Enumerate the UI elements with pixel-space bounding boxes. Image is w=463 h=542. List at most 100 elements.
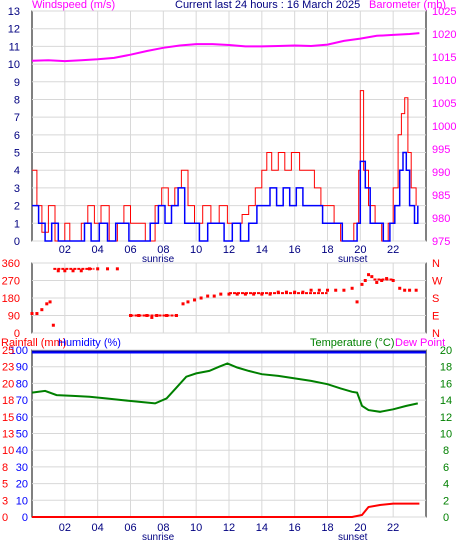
wind-y-tick-label: 12: [8, 24, 20, 36]
rain-y-tick-label: 8: [2, 462, 8, 474]
direction-point: [363, 279, 367, 282]
direction-point: [106, 267, 110, 271]
temp-y-tick-label: 4: [443, 479, 449, 491]
baro-y-tick-label: 1010: [432, 75, 456, 87]
rainfall-series-line: [32, 502, 420, 518]
direction-point: [375, 280, 379, 284]
dir-y-tick-label: 360: [2, 258, 20, 270]
wind-y-tick-label: 2: [14, 201, 20, 213]
wind-y-tick-label: 7: [14, 112, 20, 124]
baro-y-tick-label: 1020: [432, 29, 456, 41]
direction-point: [71, 269, 75, 273]
x-tick-label-top: 22: [387, 244, 399, 256]
temp-y-tick-label: 8: [443, 445, 449, 457]
wind-y-tick-label: 13: [8, 6, 20, 18]
direction-point: [30, 312, 34, 316]
baro-y-tick-label: 1015: [432, 52, 456, 64]
temp-y-tick-label: 10: [440, 429, 452, 441]
temperature-series-line: [31, 362, 419, 413]
humidity-y-tick-label: 10: [16, 495, 28, 507]
x-tick-label-top: 20: [354, 244, 366, 256]
baro-y-tick-label: 995: [432, 144, 450, 156]
baro-y-tick-label: 1005: [432, 98, 456, 110]
gust-series-line: [32, 90, 417, 242]
humidity-y-tick-label: 20: [16, 479, 28, 491]
rain-y-tick-label: 25: [2, 345, 14, 357]
wind-y-tick-label: 6: [14, 130, 20, 142]
x-tick-label-bottom: 18: [321, 522, 333, 534]
wind-y-tick-label: 4: [14, 165, 20, 177]
direction-point: [63, 269, 67, 273]
direction-point: [181, 302, 185, 306]
direction-point: [51, 323, 55, 327]
temp-y-tick-label: 16: [440, 378, 452, 390]
temp-y-tick-label: 2: [443, 495, 449, 507]
direction-point: [350, 286, 354, 290]
direction-point: [309, 288, 313, 292]
humidity-y-tick-label: 50: [16, 429, 28, 441]
direction-point: [414, 288, 418, 292]
humidity-y-tick-label: 80: [16, 378, 28, 390]
wind-y-tick-label: 0: [14, 236, 20, 248]
baro-y-tick-label: 1025: [432, 6, 456, 18]
x-tick-label-bottom: 16: [289, 522, 301, 534]
x-tick-label-top: 02: [59, 244, 71, 256]
dir-compass-label: N: [432, 328, 440, 340]
dir-y-tick-label: 0: [14, 328, 20, 340]
series-layer: [30, 32, 426, 518]
sunset-label-bottom: sunset: [338, 532, 368, 542]
direction-point: [56, 269, 60, 273]
rain-y-tick-label: 23: [2, 362, 14, 374]
temp-y-tick-label: 0: [443, 512, 449, 524]
direction-point: [35, 312, 39, 316]
dir-compass-label: N: [432, 258, 440, 270]
humidity-y-tick-label: 30: [16, 462, 28, 474]
x-tick-label-top: 12: [223, 244, 235, 256]
x-tick-label-top: 04: [92, 244, 104, 256]
humidity-y-tick-label: 70: [16, 395, 28, 407]
axis-ticks: 0202040406060808101012121414161618182020…: [2, 6, 457, 534]
direction-point: [40, 308, 44, 312]
rain-y-tick-label: 5: [2, 479, 8, 491]
baro-y-tick-label: 975: [432, 236, 450, 248]
temp-y-tick-label: 6: [443, 462, 449, 474]
rain-y-tick-label: 18: [2, 395, 14, 407]
x-tick-label-bottom: 10: [190, 522, 202, 534]
sunrise-label-top: sunrise: [142, 254, 175, 265]
humidity-y-tick-label: 40: [16, 445, 28, 457]
direction-point: [206, 294, 210, 298]
humidity-y-tick-label: 60: [16, 412, 28, 424]
dewpoint-header: Dew Point: [395, 337, 445, 349]
wind-y-tick-label: 3: [14, 183, 20, 195]
direction-point: [45, 302, 49, 306]
baro-y-tick-label: 990: [432, 167, 450, 179]
direction-point: [199, 296, 203, 300]
temp-y-tick-label: 14: [440, 395, 452, 407]
humidity-y-tick-label: 0: [22, 512, 28, 524]
temperature-header: Temperature (°C): [310, 337, 394, 349]
x-tick-label-bottom: 12: [223, 522, 235, 534]
x-tick-label-bottom: 22: [387, 522, 399, 534]
wind-series-line: [32, 151, 419, 242]
x-tick-label-top: 06: [124, 244, 136, 256]
direction-point: [360, 282, 364, 286]
dir-y-tick-label: 90: [8, 311, 20, 323]
windspeed-header: Windspeed (m/s): [32, 0, 115, 11]
direction-point: [342, 288, 346, 292]
rain-y-tick-label: 3: [2, 495, 8, 507]
direction-point: [355, 300, 359, 304]
direction-point: [403, 288, 407, 292]
rain-y-tick-label: 0: [2, 512, 8, 524]
baro-y-tick-label: 980: [432, 213, 450, 225]
humidity-y-tick-label: 100: [10, 345, 28, 357]
temp-y-tick-label: 12: [440, 412, 452, 424]
dir-y-tick-label: 270: [2, 276, 20, 288]
wind-y-tick-label: 1: [14, 218, 20, 230]
direction-point: [79, 269, 83, 273]
barometer-series-line: [31, 32, 420, 63]
dir-compass-label: S: [432, 293, 439, 305]
wind-y-tick-label: 5: [14, 148, 20, 160]
direction-point: [219, 292, 223, 296]
humidity-y-tick-label: 90: [16, 362, 28, 374]
